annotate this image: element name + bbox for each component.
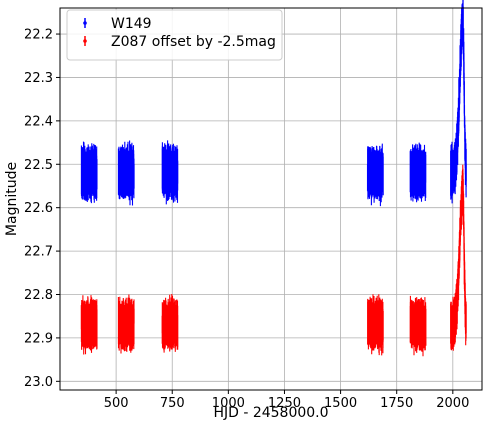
y-tick-label: 23.0 (24, 375, 53, 390)
x-tick-label: 500 (104, 396, 129, 411)
series-w149 (80, 0, 467, 207)
y-axis-label: Magnitude (4, 162, 20, 236)
y-tick-label: 22.4 (24, 114, 53, 129)
legend-label-w149: W149 (111, 16, 152, 32)
x-tick-label: 2000 (436, 396, 469, 411)
series-points (80, 164, 467, 357)
series-z087 (80, 164, 467, 357)
legend-entry-z087: Z087 offset by -2.5mag (83, 34, 276, 50)
plot-frame (59, 7, 483, 391)
x-axis-label: HJD - 2458000.0 (213, 405, 328, 421)
x-tick-label: 1250 (268, 396, 301, 411)
legend-entry-w149: W149 (83, 16, 152, 32)
legend: W149 Z087 offset by -2.5mag (66, 9, 283, 61)
legend-label-z087: Z087 offset by -2.5mag (111, 34, 276, 50)
y-tick-label: 22.7 (24, 245, 53, 260)
series-points (80, 0, 467, 207)
x-tick-label: 1500 (324, 396, 357, 411)
y-tick-label: 22.9 (24, 331, 53, 346)
y-axis-ticks: 22.2 22.3 22.4 22.5 22.6 22.7 22.8 22.9 23.0 (24, 28, 60, 390)
y-tick-label: 22.5 (24, 158, 53, 173)
y-tick-label: 22.2 (24, 28, 53, 43)
x-tick-label: 1000 (212, 396, 245, 411)
y-tick-label: 22.6 (24, 201, 53, 216)
x-axis-ticks: 500 750 1000 1250 1500 1750 2000 (104, 390, 469, 411)
plot-data (80, 0, 467, 357)
x-tick-label: 750 (160, 396, 185, 411)
legend-marker-dot-z087 (83, 39, 87, 43)
legend-box (66, 9, 283, 61)
legend-marker-dot-w149 (83, 21, 87, 25)
x-tick-label: 1750 (380, 396, 413, 411)
y-tick-label: 22.3 (24, 71, 53, 86)
y-tick-label: 22.8 (24, 288, 53, 303)
